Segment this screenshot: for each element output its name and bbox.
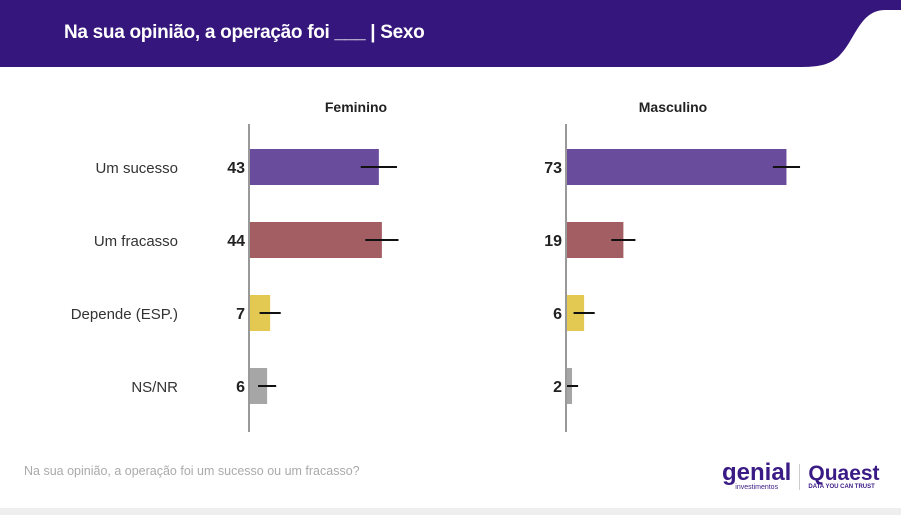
page-title: Na sua opinião, a operação foi ___ | Sex…: [64, 22, 425, 43]
value-label: 19: [544, 233, 562, 250]
value-label: 6: [553, 306, 562, 323]
quaest-logo: Quaest DATA YOU CAN TRUST: [808, 461, 880, 490]
genial-logo: genial investimentos: [722, 459, 792, 492]
quaest-logo-sub: DATA YOU CAN TRUST: [808, 483, 875, 490]
header-banner: [0, 0, 901, 67]
value-label: 2: [553, 379, 562, 396]
bar: [249, 149, 379, 185]
quaest-logo-text: Quaest: [808, 461, 880, 485]
value-label: 44: [227, 233, 245, 250]
value-label: 73: [544, 160, 562, 177]
bar: [566, 149, 787, 185]
value-label: 43: [227, 160, 245, 177]
category-label: Depende (ESP.): [71, 306, 178, 323]
bar: [249, 222, 382, 258]
logos: genial investimentos Quaest DATA YOU CAN T…: [722, 459, 880, 492]
footer-question: Na sua opinião, a operação foi um sucess…: [24, 464, 360, 478]
value-label: 6: [236, 379, 245, 396]
genial-logo-text: genial: [722, 459, 792, 486]
value-label: 7: [236, 306, 245, 323]
panel-title: Masculino: [639, 99, 707, 115]
category-label: Um fracasso: [94, 233, 178, 250]
panel-title: Feminino: [325, 99, 387, 115]
category-label: Um sucesso: [95, 160, 178, 177]
category-label: NS/NR: [131, 379, 178, 396]
genial-logo-sub: investimentos: [735, 484, 779, 491]
